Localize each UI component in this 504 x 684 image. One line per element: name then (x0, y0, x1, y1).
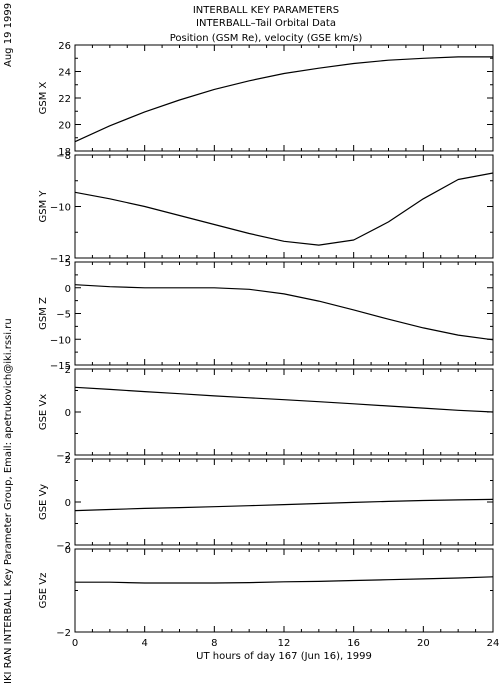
series-line-2 (74, 172, 494, 246)
y-tick-label: 22 (58, 94, 71, 105)
panel-frame (74, 458, 494, 546)
panel-1: 18 20 22 24 26 GSM X (38, 41, 494, 158)
panel-frame (74, 154, 494, 259)
y-tick-label: 18 (58, 147, 71, 158)
y-tick-label: 0 (65, 408, 71, 419)
y-tick-label: 24 (58, 68, 71, 79)
y-tick-label: 2 (65, 365, 71, 376)
plot-date: Aug 19 1999 (3, 3, 14, 67)
y-tick-label: −2 (56, 628, 71, 639)
series-line-3 (74, 284, 494, 341)
y-tick-label: −2 (56, 451, 71, 462)
series-line-1 (74, 56, 493, 143)
panel-6: −2 0 GSE Vz (38, 545, 494, 639)
chart-title-line-1: INTERBALL KEY PARAMETERS (193, 5, 339, 16)
panel-2: −12 −10 −8 GSM Y (38, 151, 494, 265)
y-tick-label: −15 (50, 361, 71, 372)
chart-title-line-3: Position (GSM Re), velocity (GSE km/s) (170, 33, 363, 44)
y-tick-label: 0 (65, 545, 71, 556)
chart-title-line-2: INTERBALL–Tail Orbital Data (196, 18, 336, 29)
series-line-6 (75, 576, 494, 584)
x-tick-label: 20 (417, 638, 430, 649)
panel-3: −15 −10 −5 0 5 GSM Z (38, 258, 494, 372)
x-tick-label: 4 (141, 638, 147, 649)
y-tick-label: −2 (56, 541, 71, 552)
y-axis-label: GSE Vy (38, 484, 49, 520)
y-tick-label: −10 (50, 335, 71, 346)
x-tick-label: 24 (487, 638, 500, 649)
panel-4: −2 0 2 GSE Vx (38, 365, 494, 462)
y-tick-label: 26 (58, 41, 71, 52)
x-axis-label: UT hours of day 167 (Jun 16), 1999 (196, 651, 372, 662)
y-axis-label: GSM Y (38, 190, 49, 223)
y-tick-label: −12 (50, 254, 71, 265)
x-tick-label: 16 (347, 638, 360, 649)
y-tick-label: −8 (56, 151, 71, 162)
panel-frame (74, 44, 494, 152)
y-tick-label: 20 (58, 121, 71, 132)
x-tick-label: 8 (211, 638, 217, 649)
y-tick-label: 0 (65, 498, 71, 509)
y-axis-label: GSM X (38, 81, 49, 114)
y-tick-label: 5 (65, 258, 71, 269)
y-axis-label: GSE Vx (38, 394, 49, 430)
x-tick-label: 12 (278, 638, 291, 649)
series-line-5 (74, 498, 494, 512)
x-tick-label: 0 (72, 638, 78, 649)
panel-frame (74, 368, 494, 456)
y-axis-label: GSE Vz (38, 573, 49, 609)
y-tick-label: −5 (56, 310, 71, 321)
y-tick-label: 0 (65, 284, 71, 295)
y-tick-label: 2 (65, 455, 71, 466)
panel-5: −2 0 2 GSE Vy (38, 455, 494, 552)
series-line-4 (74, 386, 494, 413)
panel-frame (74, 548, 494, 633)
credit-line: IKI RAN INTERBALL Key Parameter Group, E… (3, 318, 14, 684)
y-axis-label: GSM Z (38, 297, 49, 330)
y-tick-label: −10 (50, 203, 71, 214)
panel-frame (74, 261, 494, 366)
